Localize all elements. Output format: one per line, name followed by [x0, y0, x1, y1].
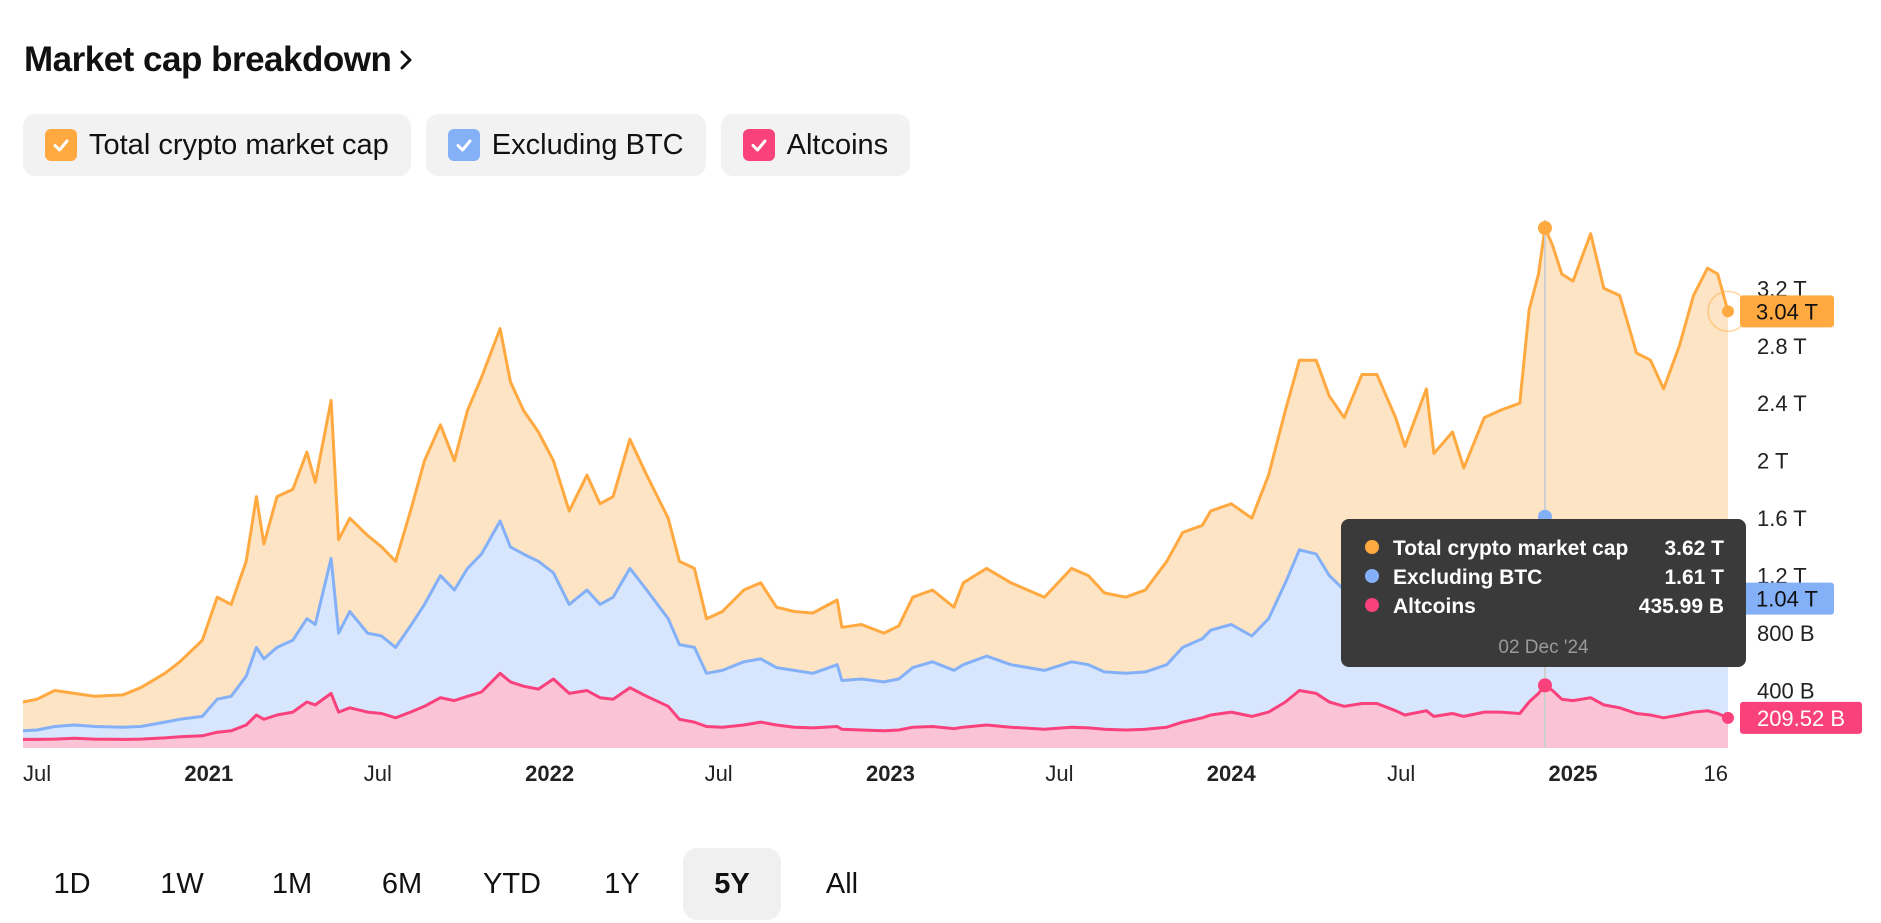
last-value-badge [1740, 701, 1862, 734]
market-cap-chart[interactable]: Jul 2021 Jul 2022 Jul 2023 Jul 2024 Jul 2025 16 400… [0, 200, 1881, 800]
x-tick-label: 2024 [1207, 761, 1257, 786]
tooltip: Total crypto market cap 3.62 T Excluding B… [1341, 519, 1746, 667]
chart-header[interactable]: Market cap breakdown [24, 40, 413, 80]
y-tick-label: 400 B [1757, 679, 1815, 704]
y-tick-label: 1.6 T [1757, 506, 1807, 531]
x-tick-label: 2021 [184, 761, 233, 786]
tab-1m[interactable]: 1M [271, 867, 313, 900]
tooltip-label: Total crypto market cap [1393, 537, 1628, 560]
legend: Total crypto market cap Excluding BTC Al… [23, 114, 911, 176]
x-tick-label: Jul [23, 761, 51, 786]
page-title: Market cap breakdown [24, 40, 392, 79]
last-value-label: 209.52 B [1757, 706, 1845, 731]
x-tick-label: Jul [705, 761, 733, 786]
tooltip-dot [1365, 540, 1379, 554]
y-tick-label: 2.4 T [1757, 391, 1807, 416]
checkbox-checked-icon [45, 129, 77, 161]
last-value-badge [1740, 295, 1834, 328]
tab-1d[interactable]: 1D [53, 867, 91, 900]
x-axis: Jul 2021 Jul 2022 Jul 2023 Jul 2024 Jul 2025 16 [23, 761, 1728, 786]
tooltip-label: Excluding BTC [1393, 566, 1542, 589]
range-tabs: 1D 1W 1M 6M YTD 1Y 5Y All [23, 848, 891, 920]
tooltip-dot [1365, 569, 1379, 583]
series-line-0 [22, 226, 1730, 704]
x-tick-label: Jul [1045, 761, 1073, 786]
last-value-label: 3.04 T [1756, 299, 1818, 324]
tooltip-dot [1365, 598, 1379, 612]
last-value-dot [1722, 711, 1734, 724]
legend-toggle-altcoins[interactable]: Altcoins [720, 114, 911, 176]
series-line-2 [23, 671, 1729, 741]
tab-1w[interactable]: 1W [160, 867, 204, 900]
legend-label: Total crypto market cap [89, 128, 389, 161]
tab-1y[interactable]: 1Y [604, 867, 640, 900]
checkbox-checked-icon [742, 129, 775, 161]
tab-ytd[interactable]: YTD [483, 867, 541, 900]
y-tick-label: 2 T [1757, 449, 1788, 474]
legend-label: Excluding BTC [491, 128, 684, 161]
hover-marker-2 [1537, 678, 1552, 693]
last-value-badge [1740, 582, 1834, 615]
tooltip-box [1341, 519, 1746, 667]
legend-label: Altcoins [786, 128, 889, 161]
last-value-dot [1722, 305, 1734, 318]
series-areas [23, 228, 1728, 748]
x-tick-label: 2025 [1549, 761, 1598, 786]
tooltip-label: Altcoins [1393, 595, 1476, 618]
tooltip-value: 3.62 T [1664, 537, 1724, 560]
y-tick-label: 800 B [1757, 621, 1815, 646]
last-value-label: 1.04 T [1756, 587, 1818, 612]
tooltip-date: 02 Dec '24 [1498, 637, 1589, 658]
x-tick-label: 2022 [525, 761, 574, 786]
hover-marker-0 [1537, 221, 1552, 235]
chevron-right-icon [400, 50, 412, 70]
x-tick-label: Jul [364, 761, 392, 786]
x-tick-label: Jul [1387, 761, 1415, 786]
legend-toggle-total[interactable]: Total crypto market cap [23, 114, 411, 176]
tab-5y[interactable]: 5Y [683, 848, 781, 920]
x-tick-label: 16 [1704, 761, 1728, 786]
legend-toggle-excluding-btc[interactable]: Excluding BTC [425, 114, 706, 176]
tooltip-value: 435.99 B [1639, 595, 1724, 618]
tab-6m[interactable]: 6M [381, 867, 423, 900]
checkbox-checked-icon [447, 129, 480, 161]
y-tick-label: 2.8 T [1757, 334, 1807, 359]
x-tick-label: 2023 [866, 761, 915, 786]
tooltip-value: 1.61 T [1664, 566, 1724, 589]
tab-all[interactable]: All [825, 867, 859, 900]
